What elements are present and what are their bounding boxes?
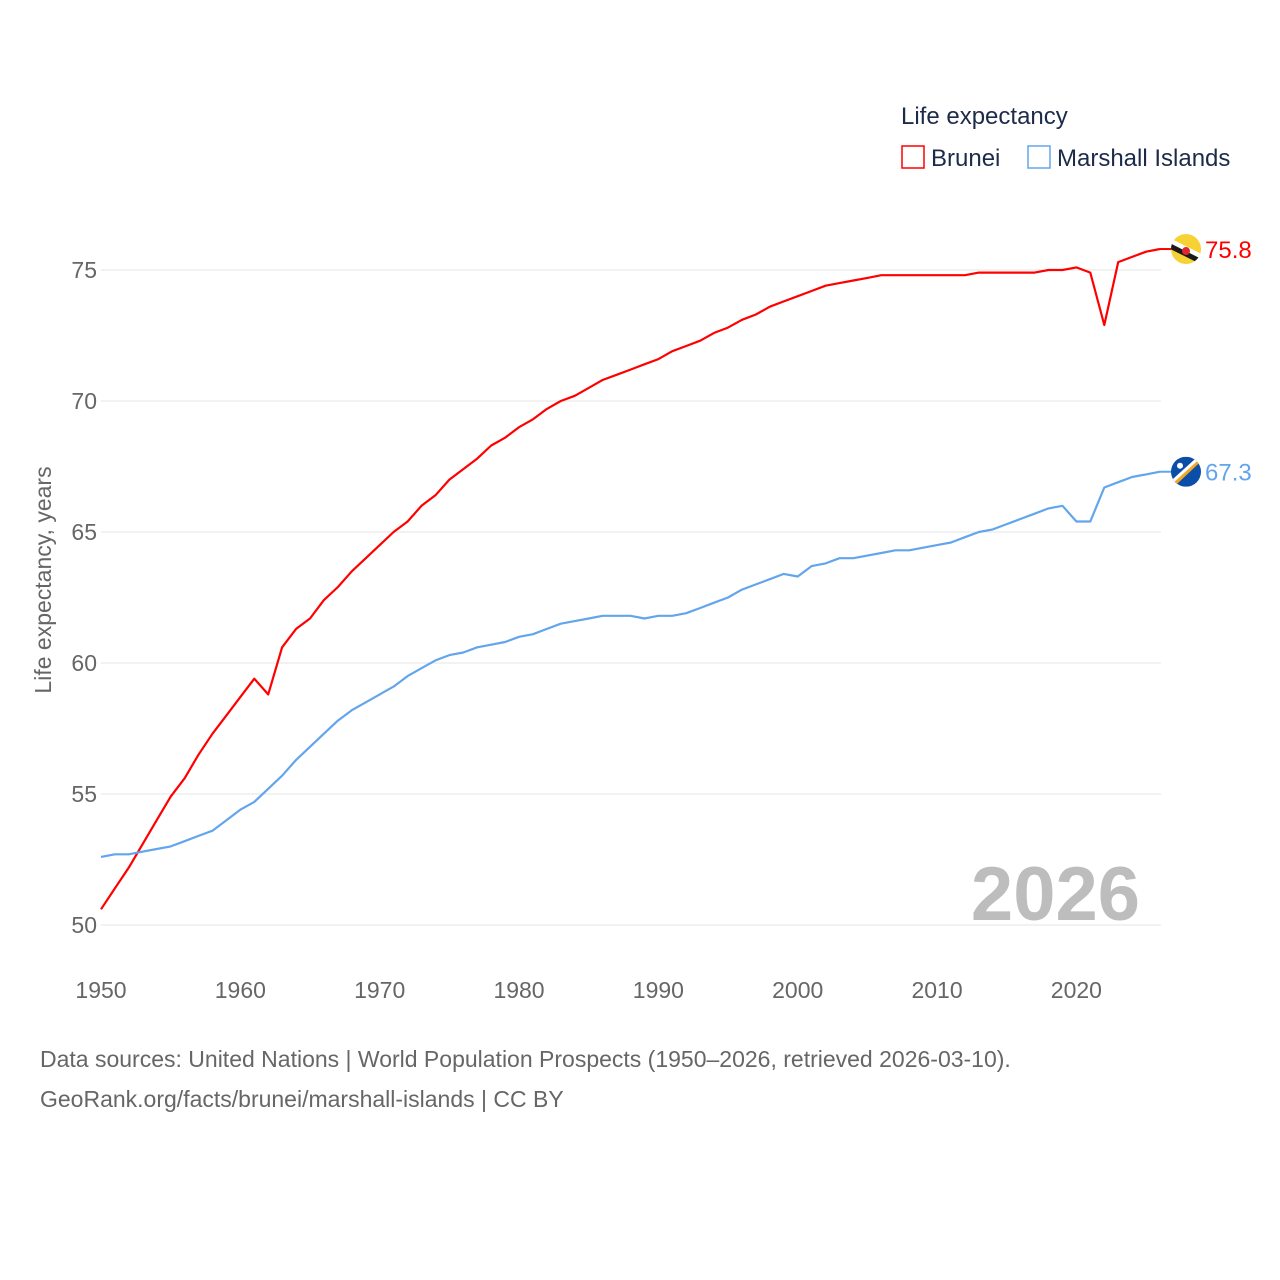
y-tick-label: 50	[71, 912, 97, 938]
end-value-label-brunei: 75.8	[1205, 237, 1252, 264]
y-tick-label: 75	[71, 257, 97, 283]
x-tick-label: 1950	[75, 977, 126, 1003]
y-tick-label: 65	[71, 519, 97, 545]
brunei-flag-icon	[1171, 234, 1201, 265]
series-line-brunei[interactable]	[100, 247, 1161, 910]
current-year-watermark: 2026	[971, 852, 1140, 937]
end-value-label-marshall-islands: 67.3	[1205, 460, 1252, 487]
x-tick-label: 2010	[911, 977, 962, 1003]
legend-swatch-marshall-islands[interactable]	[1027, 145, 1051, 169]
legend: Life expectancy Brunei Marshall Islands	[901, 103, 1230, 172]
y-tick-label: 60	[71, 650, 97, 676]
legend-title: Life expectancy	[901, 103, 1068, 130]
x-tick-label: 1980	[493, 977, 544, 1003]
x-tick-label: 1990	[633, 977, 684, 1003]
source-line-2[interactable]: GeoRank.org/facts/brunei/marshall-island…	[40, 1086, 564, 1112]
legend-label-brunei[interactable]: Brunei	[931, 145, 1000, 172]
y-tick-label: 70	[71, 388, 97, 414]
marshall-islands-flag-icon	[1171, 456, 1201, 487]
x-tick-label: 1970	[354, 977, 405, 1003]
legend-swatch-brunei[interactable]	[901, 145, 925, 169]
x-tick-label: 1960	[215, 977, 266, 1003]
source-line-1: Data sources: United Nations | World Pop…	[40, 1046, 1011, 1072]
x-tick-label: 2020	[1051, 977, 1102, 1003]
y-axis-label: Life expectancy, years	[30, 466, 56, 693]
legend-label-marshall-islands[interactable]: Marshall Islands	[1057, 145, 1230, 172]
y-tick-label: 55	[71, 781, 97, 807]
x-tick-label: 2000	[772, 977, 823, 1003]
series-line-marshall-islands[interactable]	[100, 470, 1161, 858]
